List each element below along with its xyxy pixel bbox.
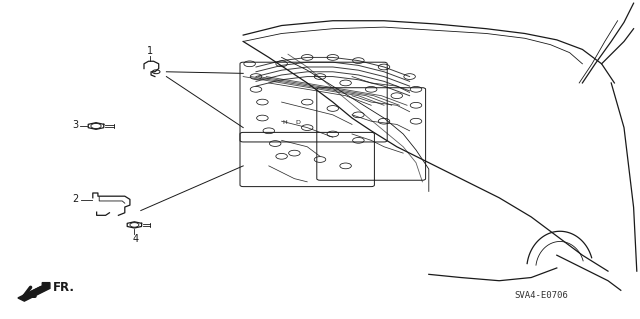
Text: 2: 2 xyxy=(72,194,79,204)
Text: H: H xyxy=(282,120,287,125)
Text: 4: 4 xyxy=(132,234,139,244)
Text: D: D xyxy=(295,120,300,125)
Text: FR.: FR. xyxy=(53,281,75,293)
Text: 1: 1 xyxy=(147,47,154,56)
Text: 3: 3 xyxy=(72,120,78,130)
Polygon shape xyxy=(18,283,50,301)
Text: SVA4-E0706: SVA4-E0706 xyxy=(514,291,568,300)
